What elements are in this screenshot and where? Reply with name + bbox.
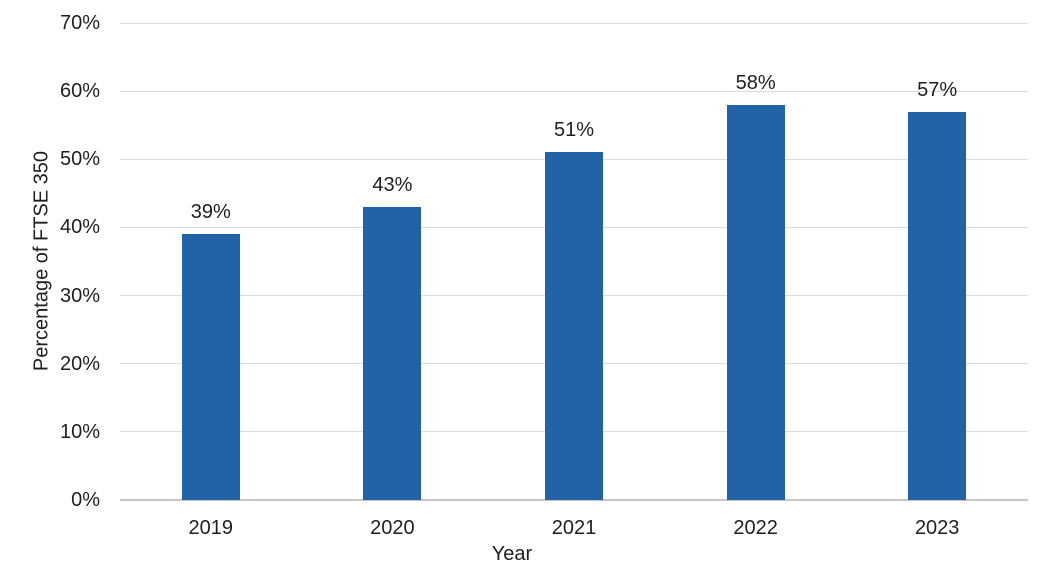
x-tick-label: 2023	[914, 517, 960, 539]
bar	[908, 111, 967, 500]
y-tick-label: 40%	[59, 216, 100, 239]
bar-value-label: 43%	[372, 173, 413, 196]
gridline	[120, 90, 1028, 92]
y-tick-label: 50%	[59, 148, 100, 171]
bar	[363, 206, 422, 500]
bar-value-label: 57%	[917, 78, 958, 101]
y-tick-label: 70%	[59, 12, 100, 34]
bar	[726, 104, 785, 500]
x-axis-title: Year	[491, 543, 533, 565]
x-tick-label: 2022	[733, 517, 778, 539]
bar	[545, 152, 603, 500]
y-tick-label: 60%	[59, 80, 100, 103]
bar-value-label: 39%	[190, 201, 231, 224]
x-tick-label: 2019	[188, 517, 234, 539]
bar-value-label: 58%	[735, 71, 776, 94]
x-tick-label: 2020	[370, 517, 415, 539]
x-tick-label: 2021	[551, 517, 597, 539]
y-tick-label: 20%	[59, 352, 100, 375]
y-axis-title: Percentage of FTSE 350	[30, 150, 53, 372]
y-tick-label: 0%	[71, 489, 100, 511]
bar	[181, 234, 240, 500]
gridline	[120, 22, 1028, 24]
y-tick-label: 10%	[59, 420, 100, 443]
bar-value-label: 51%	[553, 119, 595, 142]
y-tick-label: 30%	[59, 284, 100, 307]
x-axis-line	[120, 499, 1028, 501]
